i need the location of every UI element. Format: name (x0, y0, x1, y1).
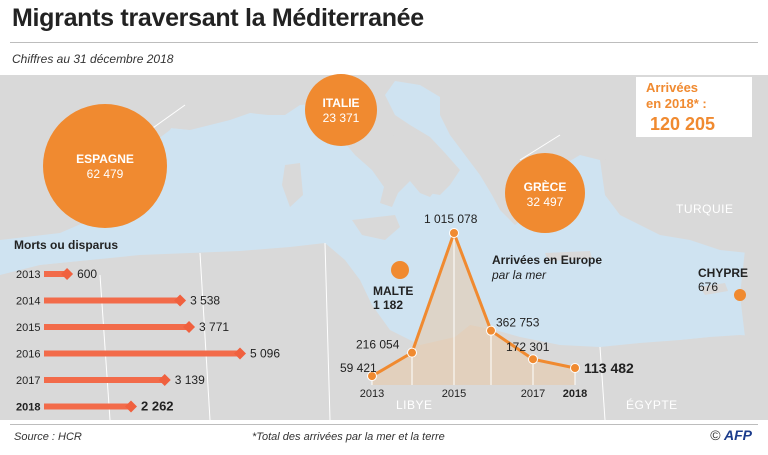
arrivals-point (486, 325, 496, 336)
arrivals-value-label: 113 482 (584, 360, 634, 376)
arrivals-x-tick: 2015 (442, 388, 466, 400)
sicily-land (352, 215, 400, 240)
sardinia-land (282, 163, 303, 207)
page-title: Migrants traversant la Méditerranée (12, 4, 424, 32)
deaths-year-label: 2016 (16, 349, 40, 361)
chypre-bubble (734, 289, 746, 301)
deaths-value-label: 3 771 (199, 320, 229, 334)
deaths-bar (44, 297, 181, 304)
arrivals-value-label: 172 301 (506, 340, 550, 354)
turquie-label: TURQUIE (676, 202, 734, 216)
deaths-value-label: 600 (77, 267, 97, 281)
arrivals-value-label: 59 421 (340, 361, 377, 375)
arrivals-x-tick: 2018 (563, 388, 587, 400)
deaths-value-label: 2 262 (141, 399, 174, 414)
deaths-bar (44, 350, 240, 357)
deaths-value-label: 5 096 (250, 347, 280, 361)
libye-label: LIBYE (396, 398, 433, 412)
arrivals-point (449, 228, 459, 238)
line-chart-title-block: Arrivées en Europe par la mer (492, 253, 602, 283)
deaths-bar-marker (125, 400, 137, 413)
line-chart-subtitle: par la mer (492, 268, 547, 282)
turkey-land (600, 145, 768, 255)
deaths-bar (44, 403, 131, 410)
line-chart-title: Arrivées en Europe (492, 253, 603, 267)
arrivals-value-label: 216 054 (356, 338, 400, 352)
arrivals-x-tick: 2017 (521, 388, 545, 400)
italie-value: 23 371 (322, 111, 360, 125)
deaths-bar (44, 377, 165, 383)
arrivals-total-box (636, 77, 752, 137)
deaths-year-label: 2017 (16, 375, 40, 387)
footnote: *Total des arrivées par la mer et la ter… (252, 431, 445, 443)
africa-land (0, 243, 768, 420)
deaths-bar (44, 324, 190, 330)
deaths-year-label: 2015 (16, 322, 40, 334)
deaths-year-label: 2018 (16, 402, 40, 414)
deaths-chart: 2013 600 2014 3 538 2015 3 771 2016 5 096 2017 3 … (16, 267, 280, 414)
chypre-value: 676 (698, 280, 719, 294)
deaths-bar-marker (158, 374, 171, 386)
grece-label: GRÈCE 32 497 (505, 180, 585, 210)
afp-logo: © AFP (710, 427, 752, 443)
arrivals-value-label: 362 753 (496, 316, 540, 330)
copyright-symbol: © (710, 427, 721, 443)
italie-label: ITALIE 23 371 (305, 96, 377, 126)
deaths-value-label: 3 538 (190, 294, 220, 308)
arrivals-x-tick: 2013 (360, 388, 384, 400)
espagne-label: ESPAGNE 62 479 (43, 152, 167, 182)
footer-divider (10, 424, 758, 425)
grece-name: GRÈCE (523, 180, 567, 194)
italie-bubble (305, 74, 377, 146)
deaths-title: Morts ou disparus (14, 238, 119, 252)
chypre-name: CHYPRE (698, 266, 749, 280)
levant-land (740, 245, 768, 345)
deaths-bar-marker (174, 294, 187, 307)
arrivals-total-label: Arrivées en 2018* : (646, 80, 707, 112)
malte-value: 1 182 (373, 298, 404, 312)
egypte-label: ÉGYPTE (626, 398, 678, 412)
malte-bubble (391, 261, 409, 279)
deaths-bar (44, 271, 68, 277)
afp-credit: AFP (724, 427, 752, 443)
page-subtitle: Chiffres au 31 décembre 2018 (12, 52, 174, 66)
cyprus-land (700, 283, 728, 295)
deaths-value-label: 3 139 (175, 373, 205, 387)
title-divider (10, 42, 758, 43)
italie-name: ITALIE (322, 96, 360, 110)
arrivals-total-value: 120 205 (650, 114, 716, 134)
arrivals-point (407, 347, 417, 358)
espagne-bubble (43, 104, 167, 228)
arrivals-label-line2: en 2018* : (646, 96, 707, 111)
deaths-bar-marker (183, 321, 196, 333)
arrivals-label-line1: Arrivées (646, 80, 699, 95)
malte-label: MALTE 1 182 (373, 284, 413, 312)
arrivals-point (367, 371, 377, 382)
arrivals-point (528, 354, 538, 365)
arrivals-area (372, 233, 575, 385)
deaths-year-label: 2013 (16, 269, 40, 281)
deaths-bar-marker (234, 347, 246, 360)
deaths-year-label: 2014 (16, 296, 40, 308)
chypre-label: CHYPRE 676 (698, 266, 748, 294)
malte-name: MALTE (373, 284, 414, 298)
espagne-name: ESPAGNE (76, 152, 134, 166)
grece-bubble (505, 153, 585, 233)
arrivals-point (570, 363, 580, 374)
crete-land (545, 251, 592, 261)
source-note: Source : HCR (14, 431, 82, 443)
espagne-value: 62 479 (86, 167, 124, 181)
arrivals-line (371, 228, 576, 378)
deaths-bar-marker (61, 268, 74, 280)
arrivals-value-label: 1 015 078 (424, 212, 478, 226)
grece-value: 32 497 (526, 195, 564, 209)
